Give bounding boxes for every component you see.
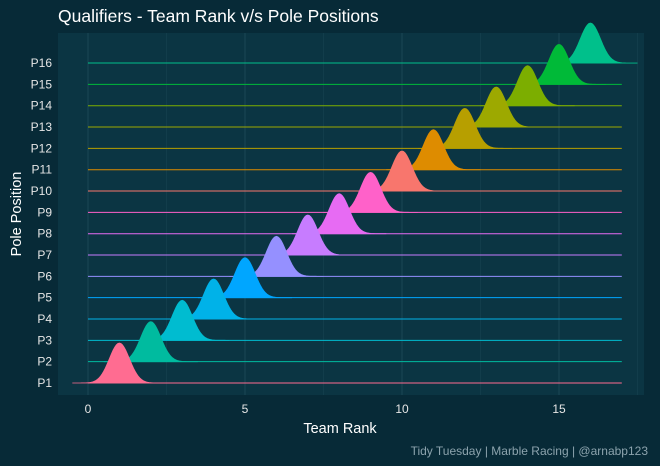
y-tick-label: P6 [37, 269, 52, 283]
y-tick-label: P12 [31, 141, 53, 155]
x-tick-label: 5 [242, 402, 249, 416]
y-tick-label: P11 [32, 163, 53, 177]
y-tick-label: P2 [37, 355, 52, 369]
y-tick-label: P14 [31, 99, 53, 113]
y-axis-ticks: P16 P15 P14 P13 P12 P11 P10 P9 P8 P7 P6 P5 P4 P3 P2 P1 [31, 56, 53, 390]
ridge-P1 [72, 342, 622, 384]
chart-caption: Tidy Tuesday | Marble Racing | @arnabp12… [410, 444, 648, 458]
y-tick-label: P15 [31, 77, 53, 91]
y-tick-label: P9 [37, 205, 52, 219]
x-tick-label: 15 [552, 402, 566, 416]
x-tick-label: 10 [395, 402, 409, 416]
y-tick-label: P5 [37, 291, 52, 305]
y-tick-label: P7 [37, 248, 52, 262]
chart-title: Qualifiers - Team Rank v/s Pole Position… [58, 6, 379, 26]
ridge-density [72, 342, 167, 384]
y-tick-label: P4 [37, 312, 52, 326]
ridges [72, 22, 638, 384]
y-axis-label: Pole Position [9, 172, 25, 257]
y-tick-label: P8 [37, 227, 52, 241]
y-tick-label: P16 [31, 56, 53, 70]
x-axis-ticks: 0 5 10 15 [85, 402, 566, 416]
y-tick-label: P1 [37, 376, 52, 390]
x-tick-label: 0 [85, 402, 92, 416]
grid-lines [87, 33, 638, 395]
y-tick-label: P10 [31, 184, 53, 198]
x-axis-label: Team Rank [303, 421, 377, 437]
y-tick-label: P13 [31, 120, 53, 134]
y-tick-label: P3 [37, 333, 52, 347]
